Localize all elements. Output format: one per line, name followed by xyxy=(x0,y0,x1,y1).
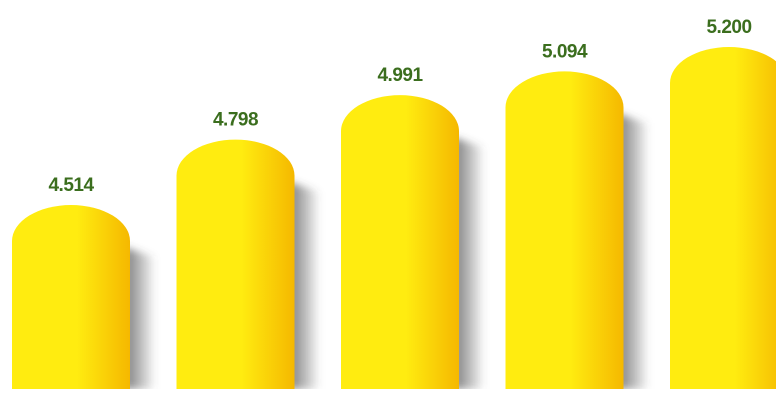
bars xyxy=(12,47,776,389)
bar-shadows xyxy=(124,113,648,389)
bar-shadow xyxy=(288,181,319,389)
bar xyxy=(505,71,624,389)
bar xyxy=(176,139,295,389)
bar-shadow xyxy=(124,247,154,389)
value-labels: 4.514 4.798 4.991 5.094 5.200 xyxy=(48,17,752,196)
data-label: 4.798 xyxy=(213,110,258,131)
data-label: 5.200 xyxy=(706,17,751,38)
data-label: 4.991 xyxy=(377,65,423,86)
bar xyxy=(12,205,130,389)
bar xyxy=(341,95,459,389)
data-label: 5.094 xyxy=(542,41,588,62)
data-label: 4.514 xyxy=(48,175,94,196)
bar-shadow xyxy=(453,137,483,389)
bar xyxy=(670,47,776,389)
bar-shadow xyxy=(617,113,648,389)
